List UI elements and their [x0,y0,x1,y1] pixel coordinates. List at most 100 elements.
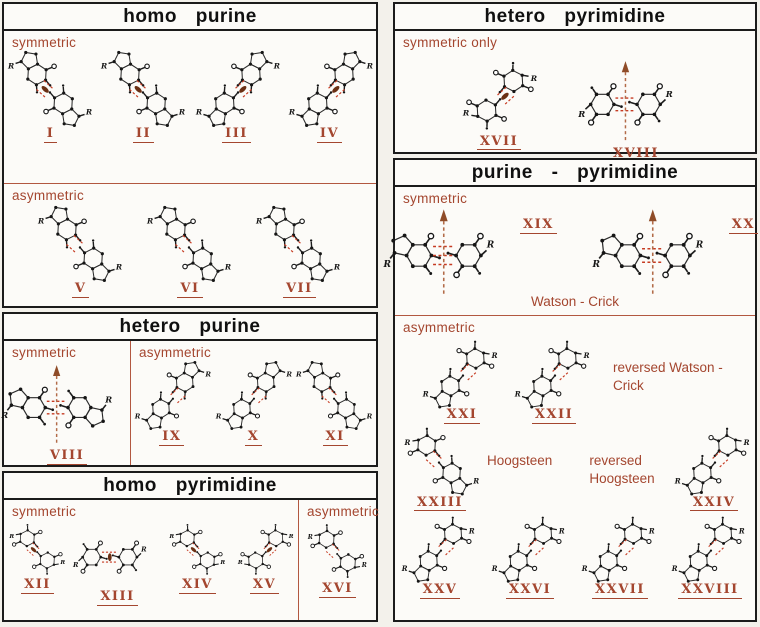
section-divider [4,183,376,184]
pair-numeral: XIII [97,589,138,606]
base-pair-structure: RR [581,517,655,584]
column-symmetric: symmetric R R VIII [0,341,131,465]
pair-numeral: XII [21,577,54,595]
section-label: symmetric only [403,35,498,50]
pair-row: R R XXV R R XXVI R R XXVII R R XXVIII [395,511,755,599]
base-pair-IX: R R IX [133,360,211,446]
base-pair-XX: R R XX [591,206,758,301]
base-pair-XXVIII: R R XXVIII [670,513,750,599]
base-pair-structure: RR [134,360,211,430]
symmetry-ellipse-icon [331,85,339,93]
pair-row: R R XII R R XIII R R XIV R R XV [4,519,298,606]
svg-text:R: R [99,61,106,70]
pair-numeral: XXII [531,407,577,425]
panel-columns: symmetric R R XII R R XIII R R XIV R R XV asymmetri… [4,500,379,620]
svg-text:R: R [215,412,222,420]
svg-text:R: R [177,107,184,116]
pair-numeral: I [43,126,58,143]
panel-hetero-purine: hetero purine symmetric R R VIII asymmetri… [0,312,378,467]
svg-text:R: R [383,260,392,270]
base-pair-XIII: R R XIII [71,521,164,606]
section-divider [395,315,755,316]
svg-text:R: R [486,241,495,251]
symmetry-ellipse-icon [30,547,36,553]
panel-title-homo-purine: homo purine [4,4,376,31]
svg-text:R: R [168,534,174,540]
base-pair-VII: R R VII [255,205,342,298]
svg-text:R: R [6,61,13,70]
section-label: asymmetric [403,320,476,335]
pair-numeral: XXVIII [678,582,742,599]
base-pair-structure: RR [462,61,537,130]
svg-text:R: R [514,389,521,398]
panel-columns: symmetric R R VIII asymmetric R R IX R R X R R XI [0,341,376,465]
pair-row: R R V R R VI R R VII [4,203,376,298]
pair-numeral: XXVII [592,582,648,599]
symmetry-axis-arrow-icon [648,209,657,294]
base-pair-structure: RR [591,209,703,294]
pair-numeral: XXVI [505,582,555,599]
svg-text:R: R [743,438,750,447]
base-pair-structure: RR [404,427,479,496]
base-pair-VI: R R VI [146,205,233,298]
pair-row: R R XXIII [399,422,481,512]
column-asymmetric: asymmetric R R IX R R X R R XI [131,341,376,465]
svg-text:R: R [491,351,498,360]
panel-homo-purine: homo purine symmetric R R I R R II R R III R R IV a… [2,2,378,308]
svg-text:R: R [115,262,122,271]
symmetry-axis-arrow-icon [53,365,61,443]
svg-text:R: R [8,534,14,540]
pair-row: R R XVI [299,519,376,598]
base-pair-structure: RR [0,365,112,443]
svg-text:R: R [295,371,302,379]
panel-title-hetero-purine: hetero purine [4,314,376,341]
section-label: symmetric [12,35,77,50]
svg-text:R: R [583,351,590,360]
svg-text:R: R [360,562,366,569]
svg-text:R: R [694,241,703,251]
pair-numeral: XV [249,577,280,595]
section-label: symmetric [12,504,77,519]
svg-text:R: R [462,109,469,118]
panel-title-homo-pyrimidine: homo pyrimidine [4,473,376,500]
pair-row: R R VIII [0,360,130,465]
svg-text:R: R [37,216,44,225]
svg-text:R: R [287,534,293,540]
svg-text:R: R [472,477,479,486]
pair-numeral: II [132,126,155,143]
svg-text:R: R [59,560,65,566]
symmetry-ellipse-icon [134,85,142,93]
base-pair-XXVI: R R XXVI [490,513,570,599]
base-pair-XVI: R R XVI [303,521,373,598]
hoogsteen-label: Hoogsteen [487,453,553,469]
base-pair-structure: RR [577,61,673,141]
pair-numeral: XVII [476,134,522,151]
svg-text:R: R [422,389,429,398]
svg-text:R: R [530,74,537,83]
base-pair-II: R R II [99,50,187,143]
pair-numeral: VI [177,281,203,298]
pair-numeral: IV [316,126,343,143]
svg-text:R: R [401,564,408,573]
panel-homo-pyrimidine: homo pyrimidine symmetric R R XII R R XIII R R X… [2,471,379,622]
svg-text:R: R [577,109,585,119]
svg-text:R: R [71,561,78,569]
base-pair-structure: RR [71,540,147,574]
svg-text:R: R [366,412,373,420]
pair-numeral: XXIII [414,495,466,512]
bottom-pairs-row: R R XXV R R XXVI R R XXVII R R XXVIII [395,511,755,599]
panel-title-hetero-pyrimidine: hetero pyrimidine [395,4,755,31]
base-pair-structure: RR [295,360,373,430]
pair-row: R R XVII R R XVIII [395,50,755,163]
symmetry-axis-arrow-icon [621,61,630,141]
pair-row: R R XIX R R XX [383,206,758,301]
reversed-hoogsteen-label: reversed Hoogsteen [589,453,655,486]
svg-text:R: R [671,564,678,573]
svg-text:R: R [404,438,411,447]
column-asymmetric: asymmetric R R XVI [299,500,379,620]
svg-text:R: R [674,477,681,486]
base-pair-XIX: R R XIX [383,206,557,301]
